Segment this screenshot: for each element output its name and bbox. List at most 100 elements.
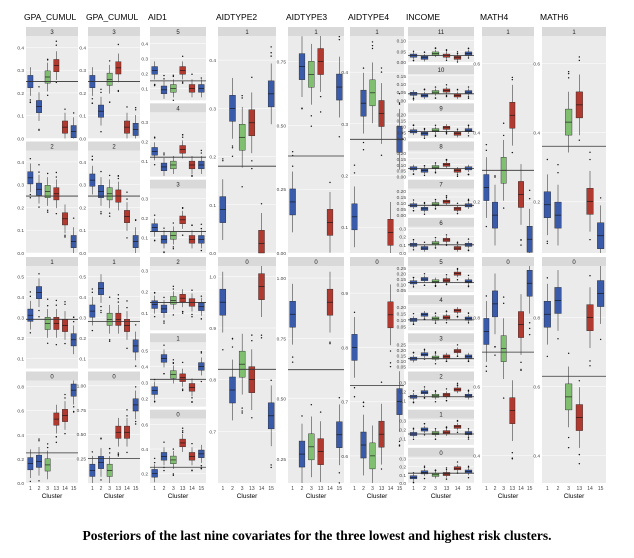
x-tick-label: 3: [434, 486, 437, 492]
x-tick-label: 15: [397, 486, 403, 492]
facet-strip-label: 1: [245, 30, 249, 36]
box-outlier: [29, 480, 32, 483]
y-tick-label: 0.6: [473, 62, 480, 68]
box-outlier: [108, 339, 111, 341]
facet-strip-label: 0: [176, 413, 180, 419]
box-outlier: [181, 136, 184, 138]
facet-strip-label: 0: [245, 260, 249, 266]
facet-plot-area: [26, 380, 78, 483]
box-outlier: [134, 109, 137, 111]
box-outlier: [117, 89, 120, 92]
y-tick-label: 0.3: [17, 183, 24, 189]
box-outlier: [181, 82, 184, 84]
column-title: INCOME: [406, 12, 440, 22]
box-outlier: [445, 59, 448, 62]
box-outlier: [117, 177, 120, 180]
box-outlier: [191, 224, 193, 227]
y-tick-label: 0.0: [79, 251, 86, 257]
box-outlier: [117, 453, 120, 456]
facet-panel: 5 0.4 0.3 0.2 0.1: [141, 27, 206, 101]
box-outlier: [172, 473, 175, 475]
box-outlier: [153, 84, 156, 86]
box-outlier: [117, 452, 120, 454]
box-outlier: [117, 175, 120, 177]
facet-strip-label: 2: [176, 260, 180, 266]
y-tick-label: 0.5: [79, 274, 86, 280]
box-outlier: [467, 57, 470, 59]
box-outlier: [153, 400, 156, 402]
y-tick-label: 0.1: [17, 228, 24, 234]
box-outlier: [117, 455, 120, 457]
box-outlier: [126, 451, 128, 454]
facet-panel: 2 0.3 0.2 0.1: [399, 371, 474, 407]
box-outlier: [153, 136, 156, 138]
y-tick-label: 0.4: [141, 447, 148, 453]
box-outlier: [117, 294, 120, 296]
box-outlier: [181, 55, 184, 58]
box-outlier: [108, 452, 111, 454]
box-outlier: [423, 127, 426, 130]
box-outlier: [423, 241, 426, 243]
box-outlier: [172, 222, 175, 224]
box-outlier: [181, 389, 184, 392]
facet-plot-area: [88, 150, 140, 253]
box-outlier: [485, 149, 488, 152]
y-tick-label: 0.2: [79, 336, 86, 342]
box-outlier: [423, 201, 426, 204]
box-outlier: [126, 415, 128, 417]
box-outlier: [445, 274, 448, 276]
figure-caption: Posteriors of the last nine covariates f…: [82, 528, 552, 543]
x-tick-label: 3: [502, 486, 505, 492]
box-outlier: [270, 46, 272, 48]
box-outlier: [567, 72, 570, 75]
box-outlier: [329, 341, 331, 343]
y-tick-label: 0.25: [397, 343, 407, 349]
facet-plot-area: [26, 36, 78, 139]
box-outlier: [423, 165, 426, 167]
y-tick-label: 0.3: [399, 380, 406, 386]
box-outlier: [456, 174, 459, 176]
box-outlier: [251, 167, 253, 170]
box-outlier: [126, 191, 128, 193]
y-tick-label: 0.2: [17, 91, 24, 97]
box-outlier: [108, 174, 111, 177]
box-outlier: [456, 212, 459, 215]
y-tick-label: 0.10: [397, 125, 407, 131]
box-outlier: [434, 322, 437, 324]
box-outlier: [191, 401, 193, 403]
box-outlier: [126, 347, 128, 350]
x-tick-label: 15: [199, 486, 205, 492]
y-tick-label: 0.75: [77, 408, 87, 414]
x-tick-label: 2: [38, 486, 41, 492]
box-outlier: [445, 283, 448, 286]
x-axis-label: Cluster: [42, 493, 63, 500]
box-outlier: [301, 108, 303, 110]
box-outlier: [528, 197, 531, 200]
facet-plot-area: [482, 266, 534, 483]
box-outlier: [200, 77, 203, 79]
box-outlier: [55, 171, 58, 174]
facet-strip: [408, 141, 474, 151]
box-outlier: [434, 135, 437, 137]
y-tick-label: 0.15: [397, 119, 407, 125]
x-tick-label: 15: [71, 486, 77, 492]
box-outlier: [46, 172, 49, 175]
box-outlier: [546, 158, 549, 161]
box-outlier: [46, 94, 49, 97]
x-tick-label: 13: [379, 486, 385, 492]
box-outlier: [200, 351, 203, 353]
facet-strip: [88, 371, 140, 381]
y-tick-label: 0.3: [79, 183, 86, 189]
facet-plot-area: [88, 36, 140, 139]
box-outlier: [260, 203, 263, 205]
box-outlier: [520, 369, 522, 372]
facet-panel: 10 0.15 0.10 0.05 0.00: [397, 65, 474, 104]
x-tick-label: 14: [62, 486, 68, 492]
box-outlier: [546, 242, 549, 245]
box-outlier: [353, 396, 356, 398]
y-tick-label: 0.05: [397, 49, 407, 55]
x-axis-label: Cluster: [564, 493, 585, 500]
box-outlier: [241, 410, 243, 412]
box-outlier: [456, 61, 459, 63]
box-outlier: [456, 344, 459, 346]
